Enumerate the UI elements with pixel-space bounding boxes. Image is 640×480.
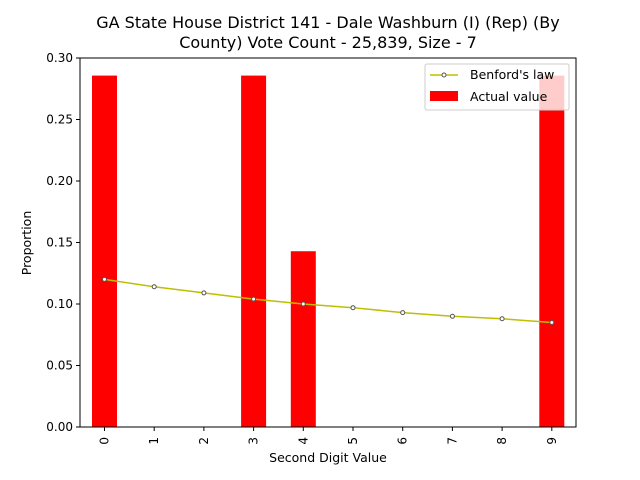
benford-line xyxy=(104,278,552,324)
x-tick-label: 1 xyxy=(147,437,161,445)
y-tick-label: 0.00 xyxy=(46,420,73,434)
chart-title-line2: County) Vote Count - 25,839, Size - 7 xyxy=(179,33,477,52)
benford-point-1 xyxy=(151,284,157,290)
plot-frame xyxy=(79,57,577,428)
legend-bar-swatch xyxy=(430,91,458,101)
bar-digit-9 xyxy=(539,75,565,428)
x-tick-label: 8 xyxy=(495,437,509,445)
y-tick-label: 0.05 xyxy=(46,359,73,373)
benford-point-4 xyxy=(300,301,306,307)
benford-point-2 xyxy=(201,290,207,296)
legend: Benford's law Actual value xyxy=(424,63,570,111)
bar-digit-3 xyxy=(241,75,267,428)
bar-digit-4 xyxy=(290,251,316,427)
benford-point-6 xyxy=(400,310,406,316)
benford-point-7 xyxy=(449,313,455,319)
benford-point-0 xyxy=(102,276,107,282)
benford-point-3 xyxy=(251,296,257,302)
bar-series xyxy=(92,75,565,428)
x-axis-label: Second Digit Value xyxy=(269,450,387,465)
y-tick-label: 0.15 xyxy=(46,236,73,250)
benford-point-9 xyxy=(549,319,555,325)
legend-label-benford: Benford's law xyxy=(470,67,554,82)
y-tick-label: 0.10 xyxy=(46,297,73,311)
x-tick-label: 4 xyxy=(296,437,310,445)
x-tick-label: 9 xyxy=(545,437,559,445)
y-axis-ticks: 0.00 0.05 0.10 0.15 0.20 0.25 0.30 xyxy=(46,51,80,434)
chart-title-line1: GA State House District 141 - Dale Washb… xyxy=(96,13,559,32)
bar-digit-0 xyxy=(92,75,117,428)
legend-label-actual: Actual value xyxy=(470,89,548,104)
y-tick-label: 0.20 xyxy=(46,174,73,188)
x-tick-label: 6 xyxy=(396,437,410,445)
y-tick-label: 0.25 xyxy=(46,113,73,127)
x-axis-ticks: 0 1 2 3 4 5 6 7 8 9 xyxy=(98,427,559,445)
x-tick-label: 0 xyxy=(98,437,112,445)
legend-box xyxy=(424,63,570,111)
y-tick-label: 0.30 xyxy=(46,51,73,65)
x-tick-label: 7 xyxy=(445,437,459,445)
x-tick-label: 3 xyxy=(247,437,261,445)
y-axis-label: Proportion xyxy=(19,211,34,276)
benford-point-5 xyxy=(350,305,356,311)
x-tick-label: 5 xyxy=(346,437,360,445)
benford-line-series xyxy=(102,276,555,325)
benford-point-8 xyxy=(499,316,505,322)
x-tick-label: 2 xyxy=(197,437,211,445)
legend-marker-swatch xyxy=(441,72,447,78)
